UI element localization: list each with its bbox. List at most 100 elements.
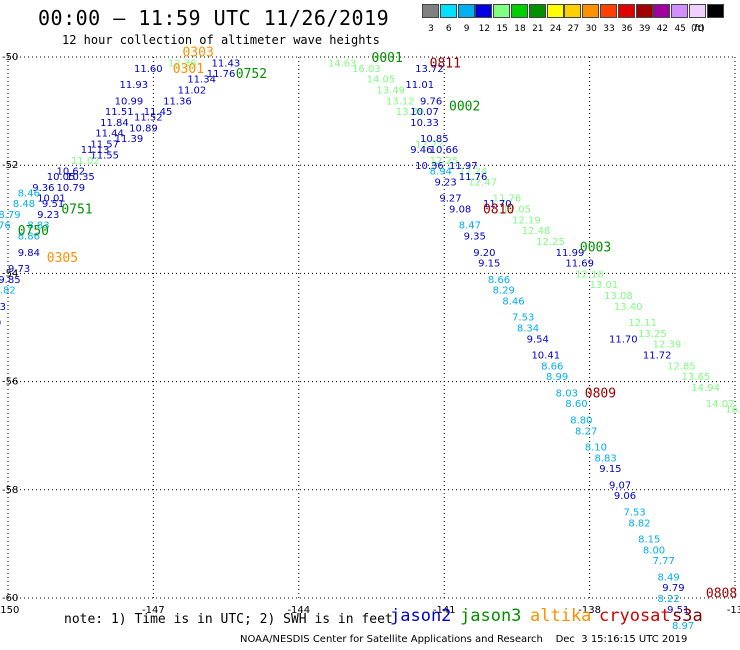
swh-value-jason2: 10.05 bbox=[47, 172, 76, 183]
swh-value-cryosat: 8.49 bbox=[657, 572, 679, 583]
swh-value-jason2: 11.02 bbox=[71, 156, 100, 167]
pass-time-label: 0750 bbox=[18, 224, 49, 239]
scale-swatch bbox=[439, 4, 457, 18]
scale-swatch bbox=[564, 4, 582, 18]
swh-value-cryosat: 11.70 bbox=[483, 199, 512, 210]
pass-time-label: 0001 bbox=[372, 51, 403, 66]
scale-label: 42 bbox=[656, 24, 669, 34]
swh-value-cryosat: 10.36 bbox=[415, 161, 444, 172]
swh-value-jason3: 12.05 bbox=[502, 204, 531, 215]
swh-value-cryosat: 9.20 bbox=[473, 248, 495, 259]
swh-value-cryosat: 13.72 bbox=[415, 64, 444, 75]
lon-tick-label: -141 bbox=[433, 605, 456, 616]
swh-value-jason3: 11.69 bbox=[565, 259, 594, 270]
scale-swatch bbox=[422, 4, 439, 18]
swh-value-jason2: 11.39 bbox=[115, 134, 144, 145]
scale-label: 36 bbox=[621, 24, 633, 34]
swh-value-cryosat: 8.34 bbox=[517, 324, 539, 335]
swh-value-jason3: 12.25 bbox=[536, 237, 565, 248]
page-subtitle: 12 hour collection of altimeter wave hei… bbox=[62, 33, 380, 47]
scale-label: 12 bbox=[478, 24, 491, 34]
swh-value-cryosat: 8.66 bbox=[488, 275, 510, 286]
note-text: note: 1) Time is in UTC; 2) SWH is in fe… bbox=[64, 612, 393, 627]
swh-value-jason2: 9.13 bbox=[0, 302, 6, 313]
swh-value-cryosat: 8.80 bbox=[570, 415, 592, 426]
scale-swatch bbox=[457, 4, 475, 18]
swh-value-jason2: 11.45 bbox=[144, 107, 173, 118]
scale-swatch bbox=[706, 4, 724, 18]
swh-value-cryosat: 11.97 bbox=[449, 161, 478, 172]
scale-label: 3 bbox=[428, 24, 434, 34]
swh-value-jason3: 13.65 bbox=[682, 372, 711, 383]
swh-value-jason2: 11.44 bbox=[95, 129, 124, 140]
swh-value-cryosat: 8.99 bbox=[546, 372, 568, 383]
swh-value-cryosat: 9.35 bbox=[464, 232, 486, 243]
swh-value-jason3: 11.76 bbox=[493, 194, 522, 205]
swh-value-jason2: 11.84 bbox=[100, 118, 129, 129]
swh-value-cryosat: 10.33 bbox=[410, 118, 439, 129]
lon-tick-label: -150 bbox=[0, 605, 19, 616]
swh-value-cryosat: 8.47 bbox=[459, 221, 481, 232]
scale-swatch bbox=[528, 4, 546, 18]
scale-label: 33 bbox=[603, 24, 615, 34]
swh-value-jason2: 10.79 bbox=[56, 183, 85, 194]
lon-tick-label: -13 bbox=[727, 605, 740, 616]
swh-value-cryosat: 8.29 bbox=[493, 286, 515, 297]
scale-label: 18 bbox=[514, 24, 526, 34]
scale-swatch bbox=[511, 4, 528, 18]
swh-value-cryosat: 10.07 bbox=[410, 107, 439, 118]
swh-value-jason2: 8.48 bbox=[13, 199, 35, 210]
swh-value-cryosat: 9.79 bbox=[662, 583, 684, 594]
swh-value-cryosat: 9.15 bbox=[478, 259, 500, 270]
swh-value-jason2: 8.46 bbox=[18, 188, 40, 199]
swh-value-jason3: 16.03 bbox=[352, 64, 381, 75]
swh-value-jason3: 12.85 bbox=[667, 361, 696, 372]
swh-value-jason2: 7.76 bbox=[0, 221, 11, 232]
scale-swatch bbox=[617, 4, 635, 18]
pass-time-label: 0002 bbox=[449, 100, 480, 115]
swh-value-jason2: 11.93 bbox=[119, 80, 148, 91]
swh-value-cryosat: 9.07 bbox=[609, 480, 631, 491]
swh-value-jason2: 9.23 bbox=[37, 210, 59, 221]
pass-time-label: 0303 bbox=[182, 46, 213, 61]
pass-time-label: 0811 bbox=[430, 56, 461, 71]
swh-value-cryosat: 8.97 bbox=[672, 621, 694, 632]
swh-value-jason2: 8.83 bbox=[27, 221, 49, 232]
swh-value-jason3: 13.01 bbox=[590, 280, 619, 291]
swh-value-cryosat: 8.10 bbox=[585, 443, 607, 454]
satellite-legend-cryosat: cryosat bbox=[599, 606, 671, 626]
page-title: 00:00 – 11:59 UTC 11/26/2019 bbox=[38, 6, 390, 30]
swh-value-jason2: 10.35 bbox=[66, 172, 95, 183]
swh-value-jason2: 9.73 bbox=[8, 264, 30, 275]
lon-tick-label: -144 bbox=[287, 605, 310, 616]
swh-value-cryosat: 8.83 bbox=[594, 453, 616, 464]
satellite-legend-s3a: s3a bbox=[672, 606, 703, 626]
scale-swatch bbox=[600, 4, 617, 18]
swh-value-jason3: 12.19 bbox=[512, 215, 541, 226]
swh-value-jason3: 11.99 bbox=[556, 248, 585, 259]
lat-tick-label: -56 bbox=[2, 377, 18, 388]
scale-label: 24 bbox=[549, 24, 562, 34]
scale-label: 6 bbox=[445, 24, 452, 34]
pass-time-label: 0810 bbox=[483, 202, 514, 217]
swh-value-cryosat: 8.27 bbox=[575, 426, 597, 437]
swh-value-cryosat: 7.53 bbox=[624, 507, 646, 518]
swh-value-jason2: 11.76 bbox=[207, 69, 236, 80]
scale-swatch bbox=[653, 4, 671, 18]
swh-value-cryosat: 9.06 bbox=[614, 491, 636, 502]
swh-value-cryosat: 8.82 bbox=[628, 518, 650, 529]
swh-value-jason3: 14.05 bbox=[367, 75, 396, 86]
scale-swatch bbox=[635, 4, 653, 18]
satellite-legend-altika: altika bbox=[530, 606, 592, 626]
swh-value-cryosat: 9.15 bbox=[599, 464, 621, 475]
swh-value-jason3: 12.11 bbox=[628, 318, 657, 329]
swh-value-cryosat: 8.94 bbox=[430, 167, 452, 178]
pass-time-label: 0305 bbox=[47, 251, 78, 266]
swh-value-cryosat: 8.15 bbox=[638, 534, 660, 545]
swh-value-jason2: 10.62 bbox=[56, 167, 85, 178]
swh-value-cryosat: 8.22 bbox=[657, 594, 679, 605]
scale-label: 39 bbox=[638, 24, 651, 34]
swh-value-cryosat: 9.23 bbox=[435, 177, 457, 188]
pass-time-label: 0808 bbox=[706, 587, 737, 602]
